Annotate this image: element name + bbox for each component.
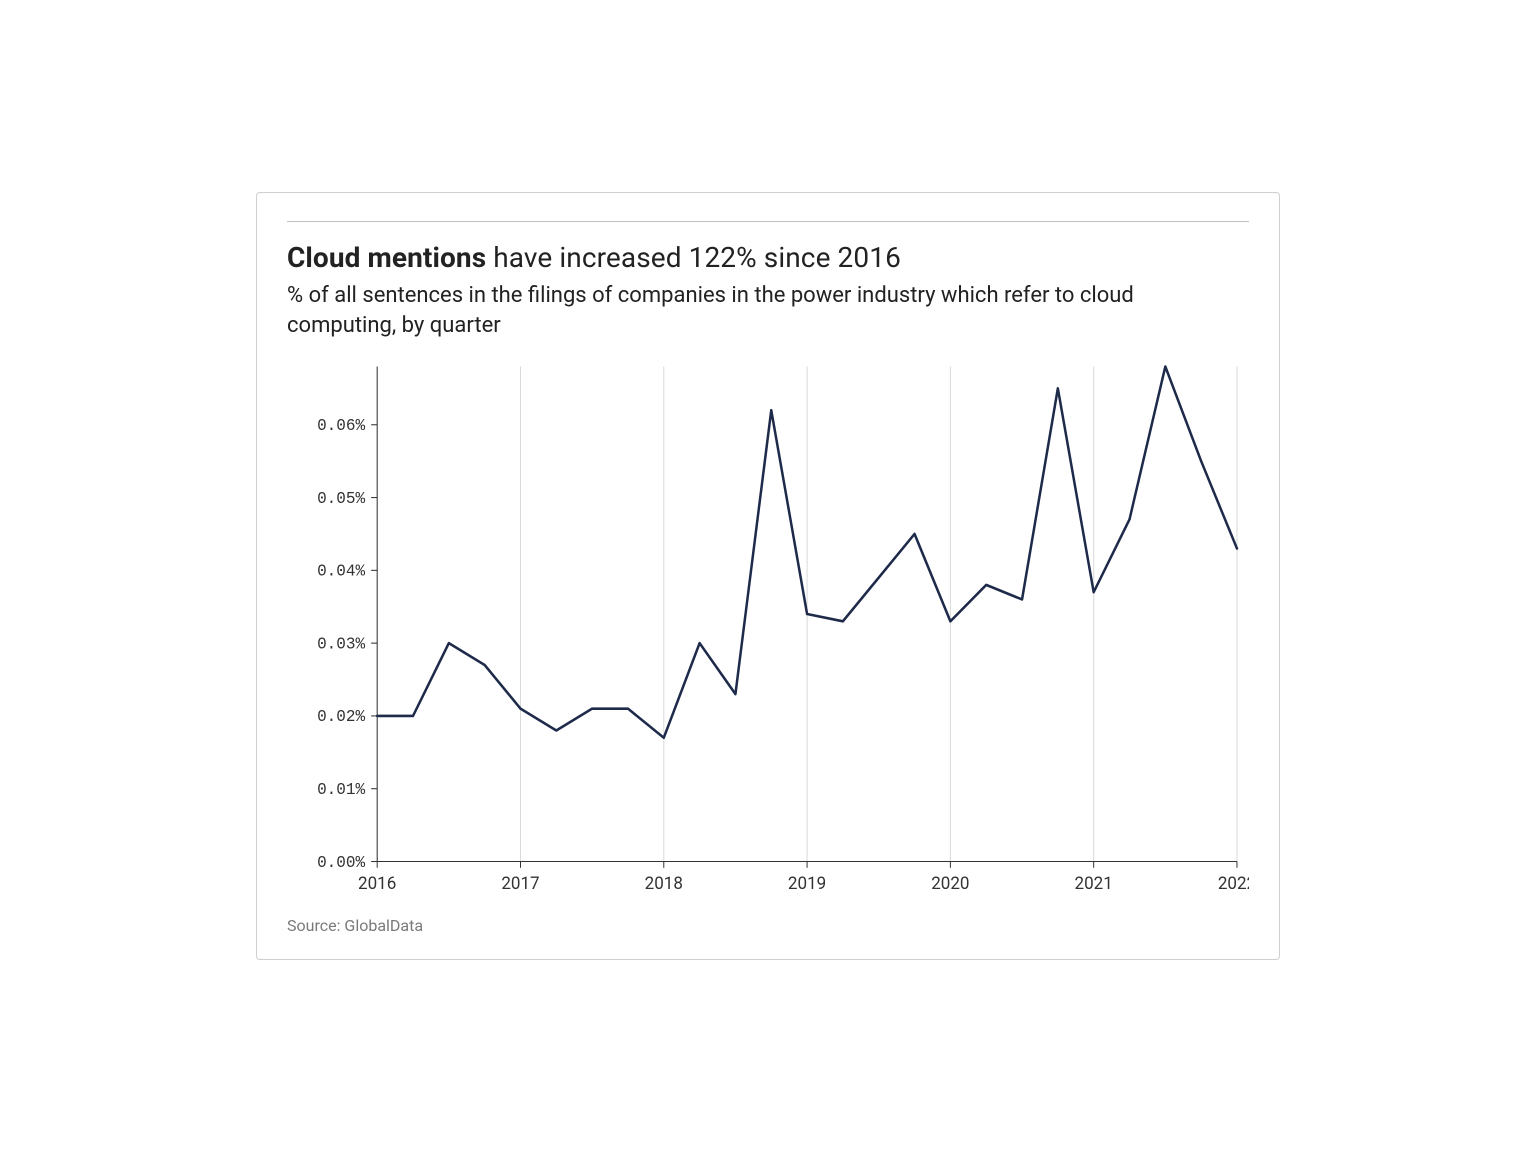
svg-text:2016: 2016: [358, 874, 396, 894]
top-rule: [287, 221, 1249, 222]
svg-text:0.01%: 0.01%: [317, 780, 365, 799]
svg-text:2017: 2017: [501, 874, 539, 894]
chart-source: Source: GlobalData: [287, 916, 1249, 935]
svg-text:2019: 2019: [788, 874, 826, 894]
svg-text:0.00%: 0.00%: [317, 853, 365, 872]
svg-text:0.03%: 0.03%: [317, 634, 365, 653]
title-bold: Cloud mentions: [287, 241, 486, 274]
svg-text:2021: 2021: [1075, 874, 1113, 894]
svg-text:0.02%: 0.02%: [317, 707, 365, 726]
title-rest: have increased 122% since 2016: [486, 241, 901, 274]
chart-title: Cloud mentions have increased 122% since…: [287, 240, 1249, 275]
line-chart: 0.00% 0.01% 0.02% 0.03% 0.04% 0.05% 0.06% 2016 2…: [287, 356, 1249, 904]
svg-text:2020: 2020: [931, 874, 969, 894]
svg-text:0.05%: 0.05%: [317, 489, 365, 508]
chart-subtitle: % of all sentences in the filings of com…: [287, 281, 1167, 340]
svg-text:2022: 2022: [1218, 874, 1249, 894]
svg-text:2018: 2018: [645, 874, 683, 894]
chart-card: Cloud mentions have increased 122% since…: [256, 192, 1280, 960]
svg-text:0.04%: 0.04%: [317, 562, 365, 581]
chart-svg: 0.00% 0.01% 0.02% 0.03% 0.04% 0.05% 0.06% 2016 2…: [287, 356, 1249, 904]
svg-text:0.06%: 0.06%: [317, 416, 365, 435]
